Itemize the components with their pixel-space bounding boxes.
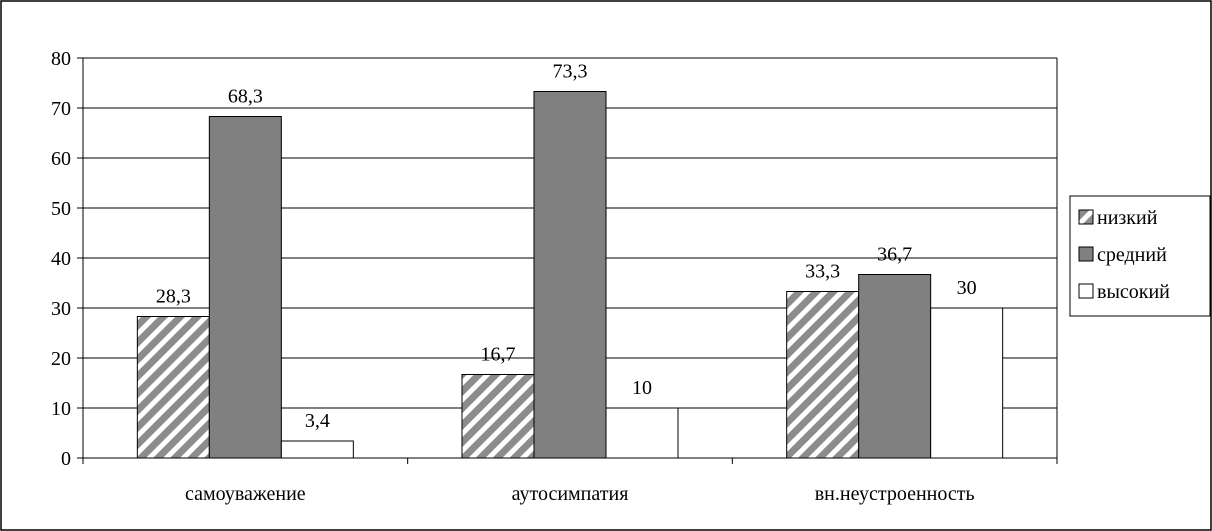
bar-высокий (605, 407, 679, 459)
legend-label: средний (1097, 244, 1167, 266)
data-label: 10 (632, 377, 652, 399)
legend: низкий средний высокий (1069, 195, 1211, 317)
y-tick-label: 20 (51, 348, 71, 370)
y-tick-label: 60 (51, 148, 71, 170)
bar-высокий (280, 440, 354, 459)
x-tick-label: аутосимпатия (512, 483, 629, 505)
y-tick-label: 10 (51, 398, 71, 420)
bar-средний (208, 116, 282, 459)
legend-swatch-средний (1078, 246, 1094, 262)
y-tick-label: 40 (51, 248, 71, 270)
y-tick-label: 30 (51, 298, 71, 320)
legend-swatch-низкий (1078, 209, 1094, 225)
bar-высокий (930, 307, 1004, 459)
x-tick-label: вн.неустроенность (815, 483, 975, 505)
bars (136, 91, 1004, 459)
bar-низкий (786, 291, 860, 459)
y-tick-label: 50 (51, 198, 71, 220)
y-tick-label: 0 (61, 448, 71, 470)
y-tick-label: 70 (51, 98, 71, 120)
x-axis-ticks: самоуважение аутосимпатия вн.неустроенност… (82, 458, 1058, 505)
data-label: 30 (957, 277, 977, 299)
data-label: 33,3 (805, 261, 840, 283)
data-label: 36,7 (877, 244, 912, 266)
y-tick-label: 80 (51, 48, 71, 70)
legend-label: низкий (1097, 207, 1158, 229)
data-label: 28,3 (156, 286, 191, 308)
data-label: 68,3 (228, 86, 263, 108)
x-tick-label: самоуважение (185, 483, 306, 505)
bar-средний (858, 274, 932, 459)
bar-низкий (136, 316, 210, 459)
bar-низкий (461, 374, 535, 459)
data-labels: 28,3 68,3 3,4 16,7 73,3 10 33,3 36,7 30 (156, 61, 977, 433)
bar-средний (533, 91, 607, 459)
data-label: 73,3 (553, 61, 588, 83)
axes (82, 57, 1058, 459)
legend-swatch-высокий (1078, 283, 1094, 299)
data-label: 3,4 (305, 410, 330, 432)
y-axis-ticks: 0 10 20 30 40 50 60 70 80 (51, 48, 83, 470)
legend-label: высокий (1097, 281, 1170, 303)
data-label: 16,7 (481, 344, 516, 366)
